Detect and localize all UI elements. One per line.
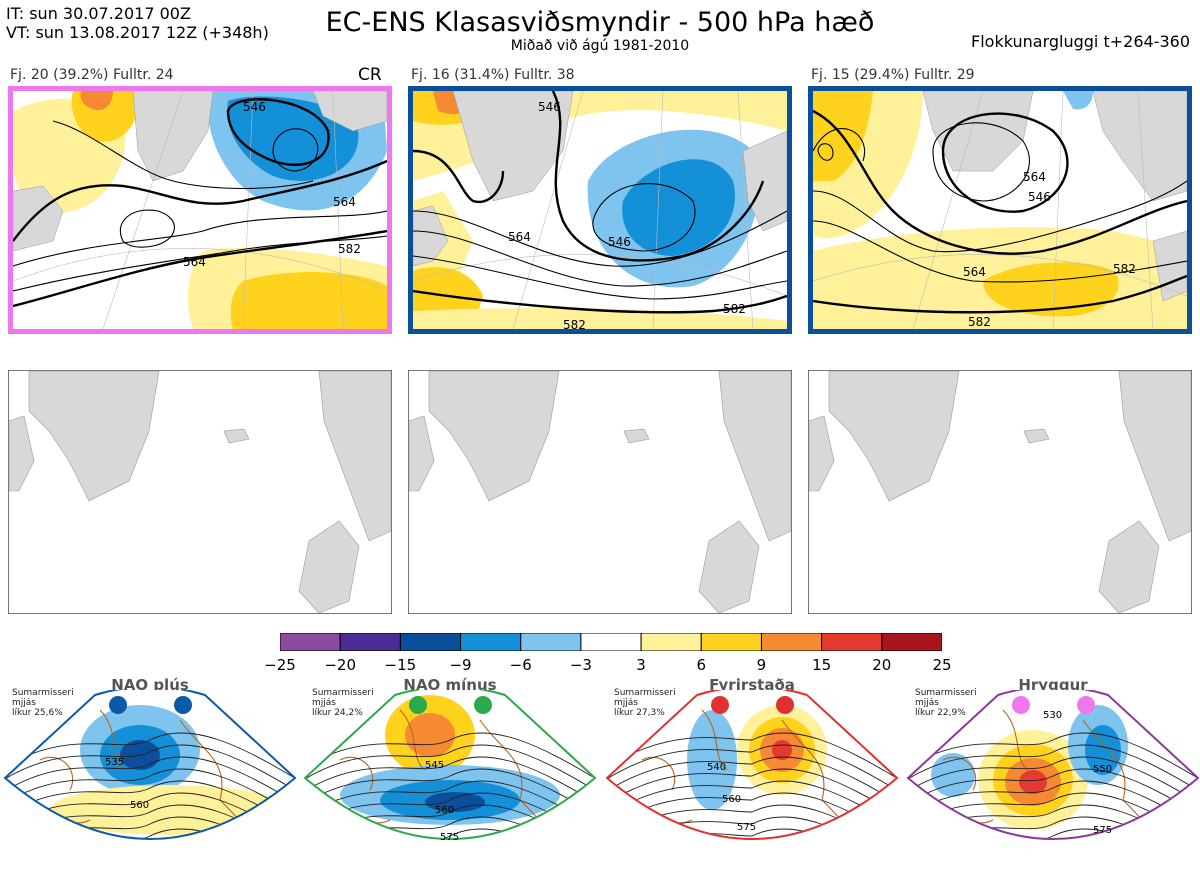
valid-time: VT: sun 13.08.2017 12Z (+348h): [6, 23, 269, 42]
cluster-map-2: 546 546 564 582 582: [408, 86, 792, 334]
color-bar-tick: −6: [509, 656, 532, 674]
regime-dot: [1012, 696, 1030, 714]
regime-map: 535 560: [0, 685, 298, 872]
regime-info: Sumarmisseri mjjás líkur 22,9%: [915, 688, 977, 718]
contour-label: 540: [707, 762, 726, 773]
regime-title: NAO mínus: [403, 676, 497, 694]
color-bar-swatch: [821, 632, 883, 652]
color-bar-swatch: [399, 632, 462, 652]
color-bar-tick: −9: [449, 656, 472, 674]
color-bar-tick: 9: [756, 656, 767, 674]
contour-label: 560: [130, 800, 149, 811]
blank-map-1: [8, 370, 392, 614]
regime-dot: [174, 696, 192, 714]
contour-label: 575: [737, 822, 756, 833]
regime-title: NAO plús: [111, 676, 189, 694]
contour-label: 564: [508, 230, 531, 244]
color-bar-swatch: [580, 632, 642, 652]
regime-title: Hryggur: [1018, 676, 1088, 694]
contour-label: 546: [538, 100, 561, 114]
contour-label: 560: [435, 805, 454, 816]
regime-info: Sumarmisseri mjjás líkur 27,3%: [614, 688, 676, 718]
regime-info: Sumarmisseri mjjás líkur 24,2%: [312, 688, 374, 718]
contour-label: 546: [243, 100, 266, 114]
regime-dot: [109, 696, 127, 714]
contour-label: 545: [425, 760, 444, 771]
cluster-map-1: 546 564 582 564: [8, 86, 392, 334]
panel-1-tag: CR: [358, 65, 382, 85]
color-bar-swatch: [760, 632, 823, 652]
contour-label: 575: [1093, 825, 1112, 836]
regime-map: 545 560 575: [300, 685, 598, 872]
contour-label: 546: [1028, 190, 1051, 204]
color-bar-tick: 25: [932, 656, 952, 674]
contour-label: 550: [1093, 764, 1112, 775]
color-bar-tick: −25: [264, 656, 296, 674]
panel-1-label: Fj. 20 (39.2%) Fulltr. 24: [10, 67, 174, 83]
color-bar-swatch: [700, 632, 762, 652]
color-bar-swatch: [339, 632, 401, 652]
color-bar-tick: −20: [324, 656, 356, 674]
contour-label: 564: [183, 255, 206, 269]
classification-window: Flokkunargluggi t+264-360: [971, 32, 1190, 51]
regime-dot: [1077, 696, 1095, 714]
color-bar-tick: 3: [636, 656, 646, 674]
color-bar: [279, 632, 943, 652]
color-bar-swatch: [279, 632, 341, 652]
contour-label: 564: [1023, 170, 1046, 184]
color-bar-tick: −3: [569, 656, 592, 674]
contour-label: 582: [563, 318, 586, 329]
regime-dot: [474, 696, 492, 714]
page-title: EC-ENS Klasasviðsmyndir - 500 hPa hæð: [325, 7, 875, 38]
color-bar-tick: 6: [696, 656, 707, 674]
contour-label: 535: [105, 757, 124, 768]
regime-map: 540 560 575: [602, 685, 900, 872]
color-bar-swatch: [520, 632, 582, 652]
contour-label: 546: [608, 235, 631, 249]
regime-dot: [776, 696, 794, 714]
blank-map-3: [808, 370, 1192, 614]
contour-label: 560: [722, 794, 741, 805]
forecast-times: IT: sun 30.07.2017 00Z VT: sun 13.08.201…: [6, 4, 269, 42]
contour-label: 564: [963, 265, 986, 279]
page-subtitle: Miðað við ágú 1981-2010: [510, 38, 690, 54]
color-bar-tick: 15: [812, 656, 832, 674]
color-bar-swatch: [640, 632, 702, 652]
regime-dot: [711, 696, 729, 714]
contour-label: 582: [1113, 262, 1136, 276]
blank-map-2: [408, 370, 792, 614]
regime-map: 530 550 575: [903, 685, 1200, 872]
regime-title: Fyrirstaða: [709, 676, 795, 694]
color-bar-swatch: [881, 632, 943, 652]
regime-info: Sumarmisseri mjjás líkur 25,6%: [12, 688, 74, 718]
color-bar-swatch: [460, 632, 522, 652]
contour-label: 564: [333, 195, 356, 209]
panel-2-label: Fj. 16 (31.4%) Fulltr. 38: [411, 67, 575, 83]
panel-3-label: Fj. 15 (29.4%) Fulltr. 29: [811, 67, 975, 83]
initial-time: IT: sun 30.07.2017 00Z: [6, 4, 191, 23]
contour-label: 575: [440, 832, 459, 843]
regime-dot: [409, 696, 427, 714]
contour-label: 530: [1043, 710, 1062, 721]
contour-label: 582: [968, 315, 991, 329]
color-bar-tick: 20: [872, 656, 892, 674]
cluster-map-3: 546 564 564 582 582: [808, 86, 1192, 334]
contour-label: 582: [338, 242, 361, 256]
contour-label: 582: [723, 302, 746, 316]
color-bar-tick: −15: [384, 656, 417, 674]
